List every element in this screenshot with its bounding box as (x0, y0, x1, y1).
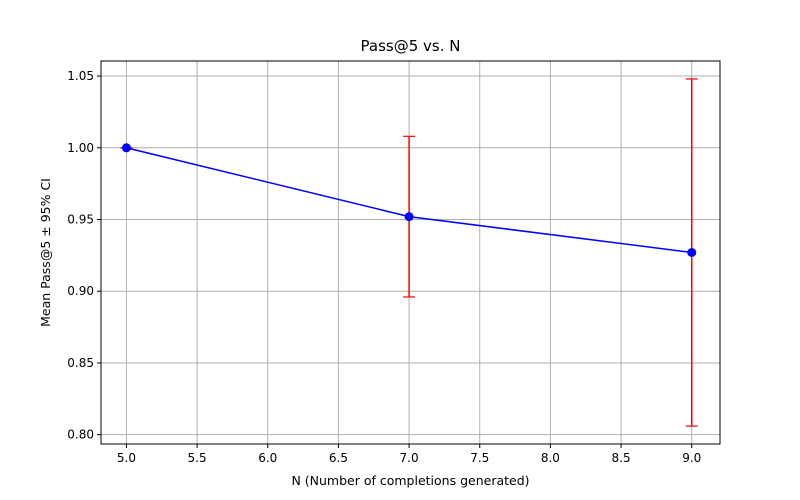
x-tick-label: 8.5 (612, 451, 631, 465)
y-tick-label: 0.85 (67, 356, 94, 370)
x-tick-label: 5.0 (117, 451, 136, 465)
axes-frame (100, 60, 721, 445)
x-tick-label: 6.0 (258, 451, 277, 465)
x-tick-label: 6.5 (329, 451, 348, 465)
axis-ticks: 5.0 5.5 6.0 6.5 7.0 7.5 8.0 8.5 9.0 0.80 0.85 0.90 0… (67, 69, 701, 465)
data-point (687, 248, 697, 257)
y-tick-label: 0.80 (67, 428, 94, 442)
y-axis-label: Mean Pass@5 ± 95% CI (38, 178, 53, 327)
y-tick-label: 1.00 (67, 141, 94, 155)
y-tick-label: 0.95 (67, 213, 94, 227)
x-axis-label: N (Number of completions generated) (291, 473, 529, 488)
plot-area (120, 78, 698, 427)
chart-title: Pass@5 vs. N (361, 37, 461, 55)
x-tick-label: 7.0 (400, 451, 419, 465)
x-tick-label: 7.5 (470, 451, 489, 465)
x-tick-label: 9.0 (682, 451, 701, 465)
y-tick-label: 0.90 (67, 284, 94, 298)
y-tick-label: 1.05 (67, 69, 94, 83)
x-tick-label: 8.0 (541, 451, 560, 465)
x-tick-label: 5.5 (188, 451, 207, 465)
data-point (404, 212, 414, 222)
data-point (121, 143, 131, 153)
